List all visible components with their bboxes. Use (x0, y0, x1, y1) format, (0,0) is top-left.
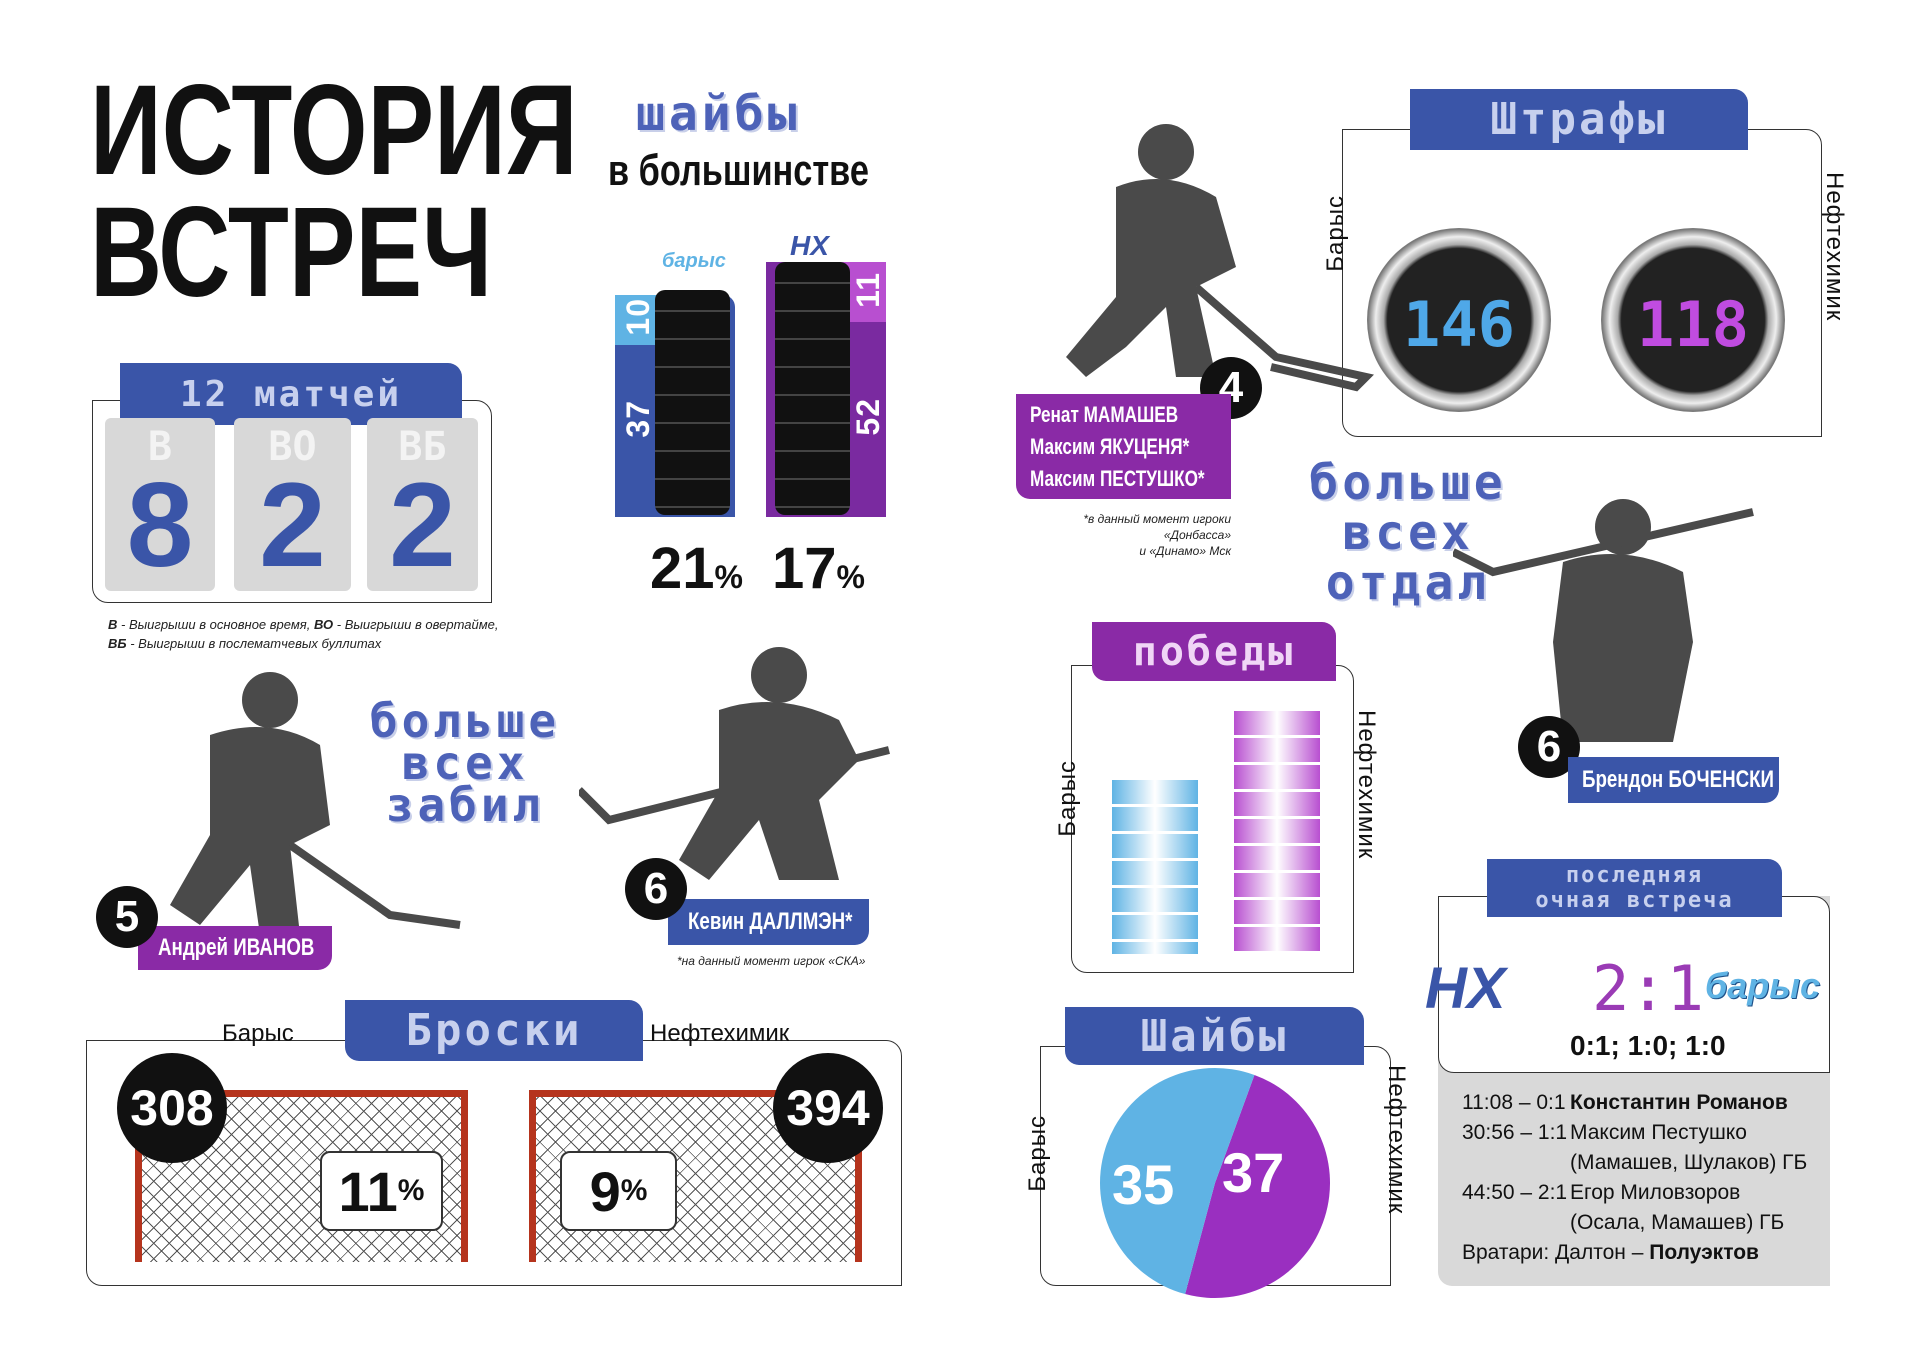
nh-pp-goals: 11 (850, 272, 886, 308)
barys-pp-attempts: 37 (620, 400, 656, 438)
goalies: Вратари: Далтон – Полуэктов (1462, 1241, 1759, 1264)
page-title: ИСТОРИЯ ВСТРЕЧ (90, 59, 578, 324)
nh-penalty-players: Ренат МАМАШЕВ Максим ЯКУЦЕНЯ* Максим ПЕСТУ… (1016, 394, 1231, 499)
player-silhouette-nh-scorer (170, 672, 461, 935)
tile-wins-overtime: ВО 2 (234, 418, 351, 591)
wins-barys-label: Барыс (1054, 760, 1081, 837)
nh-top-scorer-number: 5 (96, 886, 158, 948)
nh-logo-large: НХ (1425, 956, 1506, 1021)
tile-wins-shootout: ВБ 2 (367, 418, 478, 591)
goal-row: 11:08 – 0:1 Константин Романов (1462, 1091, 1788, 1114)
matches-header: 12 матчей (120, 363, 462, 425)
goals-pie (1099, 1068, 1330, 1298)
barys-logo: барыс (662, 250, 726, 272)
shots-barys-label: Барыс (222, 1020, 294, 1047)
goals-header: Шайбы (1065, 1007, 1364, 1065)
barys-top-scorer-footnote: *на данный момент игрок «СКА» (677, 954, 866, 968)
barys-shot-percent: 11% (320, 1151, 443, 1231)
shots-header: Броски (345, 1000, 643, 1061)
last-game-score: 2:1 (1592, 952, 1704, 1025)
pie-barys-value: 35 (1112, 1153, 1175, 1216)
nh-puck-stack (775, 262, 850, 515)
barys-top-scorer-number: 6 (625, 858, 687, 920)
last-game-header: последняя очная встреча (1487, 859, 1782, 917)
pie-nh-value: 37 (1222, 1141, 1285, 1204)
barys-top-scorer: Кевин ДАЛЛМЭН* (668, 899, 869, 945)
player-silhouette-nh-defender (1066, 124, 1374, 392)
barys-shots-count: 308 (117, 1053, 227, 1163)
shots-nh-label: Нефтехимик (650, 1020, 790, 1047)
goal-row: (Осала, Мамашев) ГБ (1570, 1211, 1785, 1234)
top-scorer-title: больше всех забил (369, 694, 561, 832)
barys-pp-goals: 10 (620, 298, 656, 336)
powerplay-subtitle: в большинстве (608, 146, 869, 195)
goals-nh-label: Нефтехимик (1383, 1065, 1410, 1215)
penalties-header: Штрафы (1410, 89, 1748, 150)
nh-penalty-footnote: *в данный момент игроки «Донбасса» и «Дин… (1083, 512, 1231, 558)
nh-penalty-player-number: 4 (1200, 357, 1262, 419)
player-silhouette-barys-scorer (579, 647, 890, 880)
nh-stopwatch: 118 (1601, 228, 1785, 412)
barys-logo-large: барыс (1705, 965, 1821, 1006)
wins-bar-barys (1112, 780, 1198, 954)
goals-barys-label: Барыс (1024, 1115, 1051, 1192)
pie-slice-nh (1185, 1074, 1330, 1298)
wins-bar-nh (1234, 711, 1320, 954)
barys-pp-percent: 21% (650, 536, 743, 601)
last-game-periods: 0:1; 1:0; 1:0 (1570, 1030, 1726, 1061)
last-game-score-box (1438, 896, 1830, 1073)
barys-puck-stack (655, 290, 730, 515)
goal-row: 30:56 – 1:1 Максим Пестушко (1462, 1121, 1747, 1144)
wins-header: победы (1092, 622, 1336, 681)
nh-logo: НХ (790, 230, 829, 261)
nh-shot-percent: 9% (560, 1151, 677, 1231)
powerplay-title: шайбы (636, 86, 801, 142)
nh-shots-count: 394 (773, 1053, 883, 1163)
matches-legend: В - Выигрыши в основное время, ВО - Выиг… (108, 617, 499, 651)
most-penalized-title: больше всех отдал (1309, 455, 1507, 611)
penalties-nh-label: Нефтехимик (1821, 172, 1848, 322)
last-game-goals: 11:08 – 0:1 Константин Романов 30:56 – 1:… (1462, 1088, 1807, 1268)
goal-row: 44:50 – 2:1 Егор Миловзоров (1462, 1181, 1741, 1204)
nh-pp-percent: 17% (772, 536, 865, 601)
goal-row: (Мамашев, Шулаков) ГБ (1570, 1151, 1808, 1174)
barys-pp-goals-bar (615, 295, 660, 345)
barys-stopwatch: 146 (1367, 228, 1551, 412)
player-silhouette-barys-defender (1453, 499, 1754, 742)
nh-pp-attempts: 52 (850, 398, 886, 436)
pie-slice-barys (1099, 1068, 1255, 1295)
nh-top-scorer: Андрей ИВАНОВ (138, 926, 332, 970)
barys-penalty-player: Брендон БОЧЕНСКИ (1568, 757, 1779, 803)
wins-nh-label: Нефтехимик (1353, 710, 1380, 860)
